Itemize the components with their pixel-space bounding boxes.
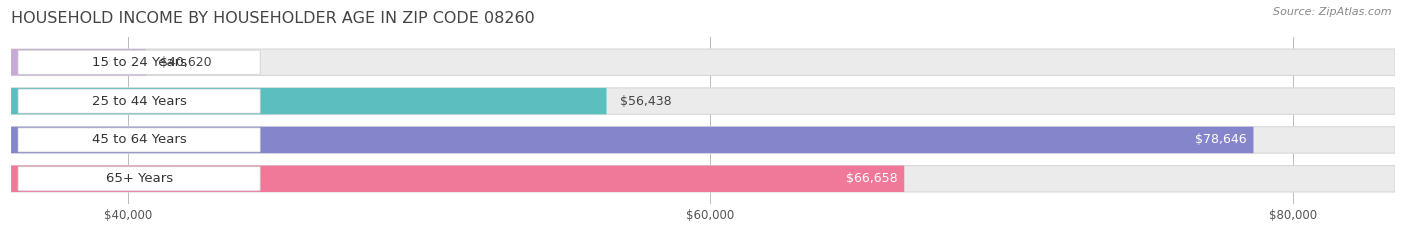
FancyBboxPatch shape (11, 49, 1395, 75)
FancyBboxPatch shape (11, 166, 1395, 192)
Text: $56,438: $56,438 (620, 95, 672, 108)
FancyBboxPatch shape (11, 88, 606, 114)
FancyBboxPatch shape (18, 128, 260, 152)
FancyBboxPatch shape (11, 49, 146, 75)
Text: 45 to 64 Years: 45 to 64 Years (91, 134, 187, 146)
FancyBboxPatch shape (18, 167, 260, 191)
Text: $78,646: $78,646 (1195, 134, 1247, 146)
FancyBboxPatch shape (11, 166, 904, 192)
Text: Source: ZipAtlas.com: Source: ZipAtlas.com (1274, 7, 1392, 17)
Text: 65+ Years: 65+ Years (105, 172, 173, 185)
FancyBboxPatch shape (11, 127, 1395, 153)
FancyBboxPatch shape (18, 89, 260, 113)
FancyBboxPatch shape (18, 50, 260, 74)
FancyBboxPatch shape (11, 88, 1395, 114)
Text: $66,658: $66,658 (845, 172, 897, 185)
Text: $40,620: $40,620 (159, 56, 211, 69)
Text: 25 to 44 Years: 25 to 44 Years (91, 95, 187, 108)
FancyBboxPatch shape (11, 127, 1254, 153)
Text: HOUSEHOLD INCOME BY HOUSEHOLDER AGE IN ZIP CODE 08260: HOUSEHOLD INCOME BY HOUSEHOLDER AGE IN Z… (11, 11, 534, 26)
Text: 15 to 24 Years: 15 to 24 Years (91, 56, 187, 69)
